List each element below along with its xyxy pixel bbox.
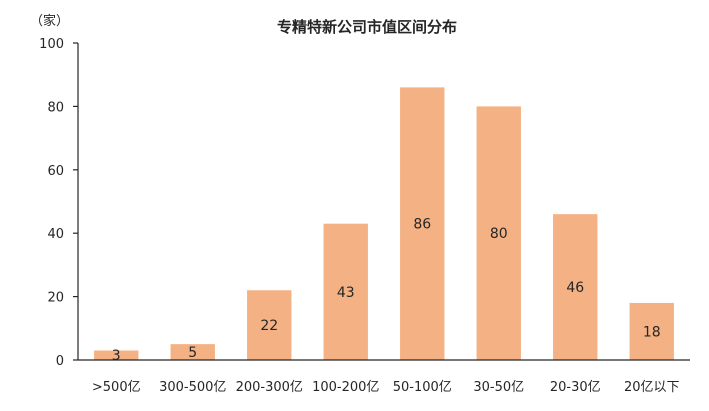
data-label: 46 (566, 280, 584, 296)
bar (170, 344, 215, 360)
x-category-label: 20亿以下 (624, 380, 680, 395)
x-category-label: 200-300亿 (236, 380, 303, 395)
bars: 3 5 22 43 86 80 46 18 (94, 87, 674, 364)
x-category-label: 100-200亿 (312, 380, 379, 395)
data-label: 80 (490, 226, 508, 242)
bar (247, 290, 292, 360)
x-category-label: 20-30亿 (550, 380, 601, 395)
x-category-label: 30-50亿 (473, 380, 524, 395)
y-tick-label: 20 (47, 291, 64, 306)
x-category-label: 300-500亿 (159, 380, 226, 395)
data-label: 3 (112, 348, 121, 364)
y-tick-label: 40 (47, 227, 64, 242)
data-label: 86 (413, 217, 431, 233)
data-label: 22 (260, 318, 278, 334)
bar (323, 223, 368, 360)
bar (629, 302, 674, 360)
bar (400, 87, 445, 360)
bar (553, 214, 598, 360)
x-category-label: >500亿 (92, 380, 141, 395)
x-axis: >500亿 300-500亿 200-300亿 100-200亿 50-100亿 30-5… (78, 359, 690, 395)
data-label: 5 (188, 345, 197, 361)
y-tick-label: 0 (56, 354, 64, 369)
bar (94, 350, 139, 360)
y-unit-label: （家） (30, 13, 69, 29)
chart-title: 专精特新公司市值区间分布 (277, 18, 457, 36)
y-axis: 0 20 40 60 80 100 (39, 37, 79, 369)
data-label: 43 (337, 285, 355, 301)
x-category-label: 50-100亿 (393, 380, 452, 395)
y-tick-label: 100 (39, 37, 64, 52)
y-tick-label: 60 (47, 164, 64, 179)
y-tick-label: 80 (47, 100, 64, 115)
bar (476, 106, 521, 361)
data-label: 18 (643, 324, 661, 340)
